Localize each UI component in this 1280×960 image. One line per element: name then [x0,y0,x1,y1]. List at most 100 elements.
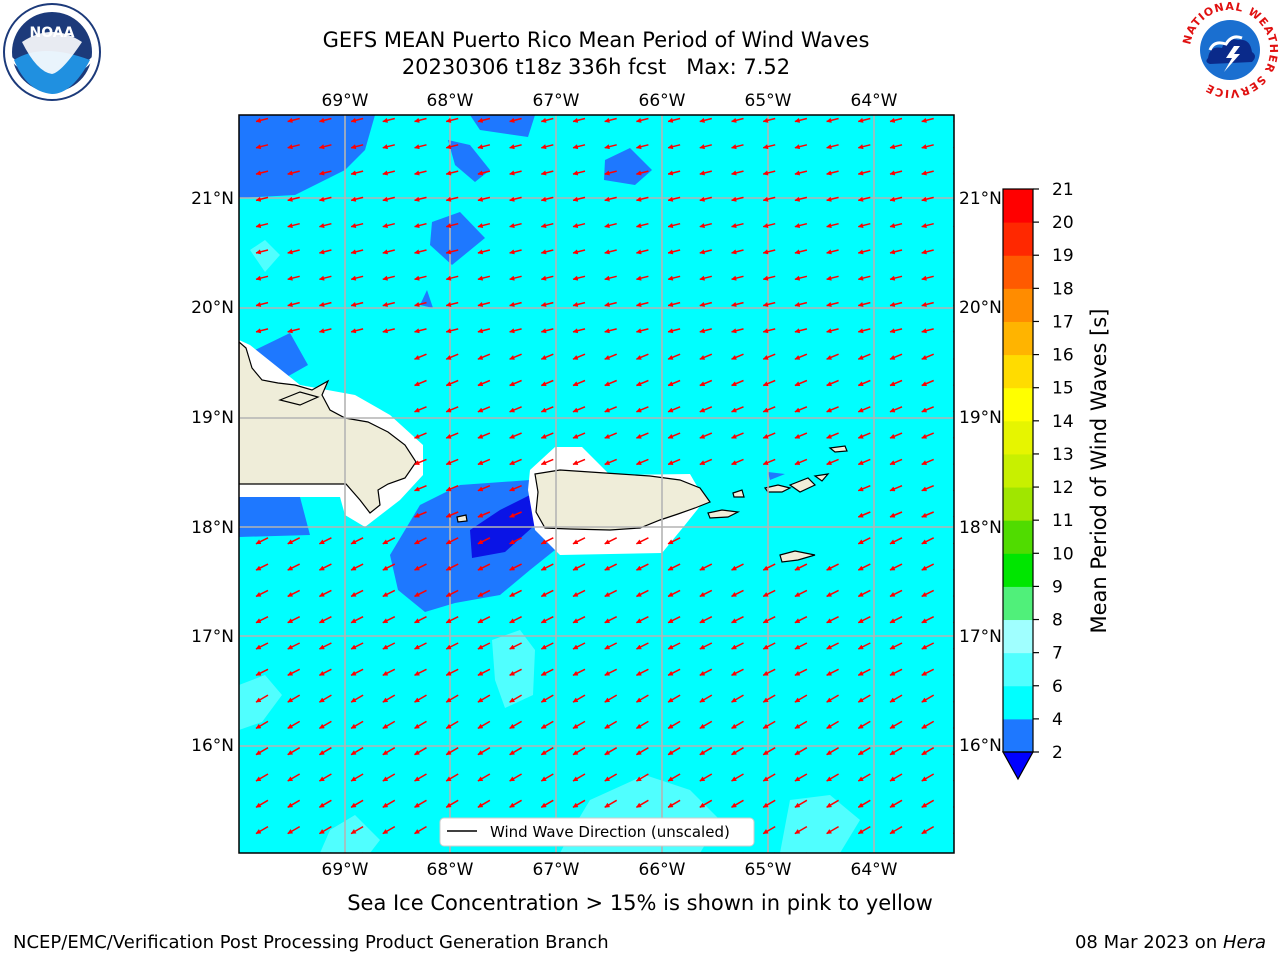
wave-direction-arrow [540,249,554,255]
wave-direction-arrow [635,720,649,730]
wave-direction-arrow [889,117,903,123]
wave-direction-arrow [730,668,744,676]
wave-direction-arrow [445,589,459,598]
wave-direction-arrow [604,642,618,650]
wave-direction-arrow [857,563,871,571]
wave-direction-arrow [731,747,744,756]
wave-direction-arrow [287,799,301,808]
wave-direction-arrow [921,825,935,835]
lon-label: 64°W [851,91,898,111]
wave-direction-arrow [445,353,459,360]
wave-direction-arrow [635,301,649,307]
wave-direction-arrow [826,117,839,123]
wave-direction-arrow [540,353,554,360]
wave-direction-arrow [414,773,427,782]
wave-direction-arrow [699,642,713,650]
wave-direction-arrow [921,144,934,150]
wave-direction-arrow [635,328,649,334]
wave-direction-arrow [952,542,954,545]
wave-direction-arrow [762,275,776,281]
colorbar-tick-label: 7 [1052,644,1063,664]
wave-direction-arrow [699,379,713,387]
wave-direction-arrow [393,852,395,853]
wave-direction-arrow [635,222,649,229]
wave-direction-arrow [635,117,649,123]
wave-direction-arrow [952,225,954,228]
wave-direction-arrow [604,144,617,150]
wave-direction-arrow [730,222,744,229]
lat-label: 16°N [959,736,1002,756]
wave-direction-arrow [287,747,301,756]
wave-direction-arrow [477,379,491,387]
wave-direction-arrow [509,458,522,466]
wave-direction-arrow [255,720,269,730]
wave-direction-arrow [762,825,776,835]
wave-direction-arrow [794,406,808,413]
wave-direction-arrow [604,773,618,782]
wave-direction-arrow [730,379,744,387]
wave-direction-arrow [826,249,839,255]
wave-direction-arrow [255,249,269,255]
wave-direction-arrow [921,642,935,650]
wave-direction-arrow [255,222,269,229]
wave-direction-arrow [794,328,808,334]
wave-direction-arrow [255,773,269,782]
wave-direction-arrow [667,563,681,571]
wave-direction-arrow [921,170,934,176]
colorbar-label: Mean Period of Wind Waves [s] [1087,309,1111,634]
wave-direction-arrow [540,537,554,545]
wave-direction-arrow [477,117,491,123]
lon-label: 65°W [745,860,792,880]
wave-direction-arrow [477,406,491,413]
wave-direction-arrow [857,249,871,255]
wave-direction-arrow [318,720,332,730]
wave-direction-arrow [667,170,681,176]
wave-direction-arrow [921,589,935,598]
wave-direction-arrow [287,275,300,281]
wave-direction-arrow [255,642,269,650]
wave-direction-arrow [413,563,427,571]
wave-direction-arrow [509,668,522,676]
wave-direction-arrow [604,668,618,676]
wave-direction-arrow [667,117,681,123]
wave-direction-arrow [572,406,586,413]
wave-direction-arrow [635,406,649,413]
wave-direction-arrow [287,825,301,835]
wave-direction-arrow [572,642,586,650]
wave-direction-arrow [762,747,776,756]
wave-direction-arrow [699,694,713,703]
wave-direction-arrow [731,799,744,808]
wave-direction-arrow [604,720,618,730]
wave-direction-arrow [952,779,954,782]
wave-direction-arrow [509,720,522,730]
wave-direction-arrow [255,196,269,202]
wave-direction-arrow [762,720,776,730]
wave-direction-arrow [318,563,332,571]
colorbar-tick-label: 15 [1052,379,1074,399]
wave-direction-arrow [699,668,713,676]
wave-direction-arrow [889,773,903,782]
wave-direction-arrow [477,537,491,545]
wave-direction-arrow [826,773,839,782]
lat-label: 16°N [191,736,234,756]
wave-direction-arrow [540,773,554,782]
wave-direction-arrow [445,668,459,676]
wave-direction-arrow [857,825,871,835]
wave-direction-arrow [667,275,681,281]
wave-direction-arrow [635,196,649,202]
wave-direction-arrow [667,379,681,387]
wave-direction-arrow [646,852,649,853]
wave-direction-arrow [382,589,396,598]
wave-direction-arrow [287,773,301,782]
vieques-island [707,509,741,519]
wave-direction-arrow [826,328,839,334]
wave-direction-arrow [921,616,935,624]
wave-direction-arrow [456,852,459,853]
wave-direction-arrow [952,700,954,703]
wave-direction-arrow [857,379,871,387]
wave-direction-arrow [604,328,617,334]
wave-direction-arrow [794,825,808,835]
wave-direction-arrow [540,668,554,676]
wave-direction-arrow [572,563,586,571]
wave-direction-arrow [287,563,301,571]
